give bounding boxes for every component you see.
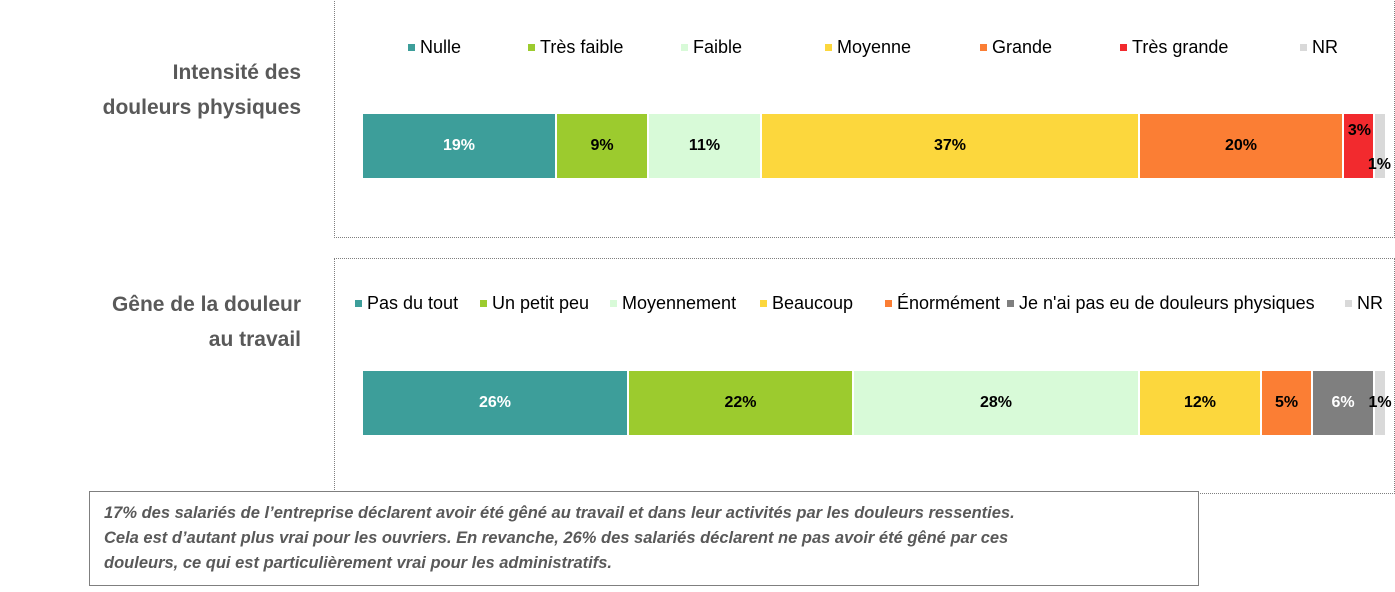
bar-segment: 5%: [1262, 371, 1313, 435]
commentary-box: 17% des salariés de l’entreprise déclare…: [89, 491, 1199, 586]
bar-segment: 20%: [1140, 114, 1344, 178]
legend-swatch-icon: [825, 44, 832, 51]
legend-swatch-icon: [528, 44, 535, 51]
legend-label: Beaucoup: [772, 293, 854, 313]
data-label: 9%: [590, 137, 614, 154]
legend-label: Moyennement: [622, 293, 737, 313]
data-label: 3%: [1347, 122, 1371, 139]
data-label: 12%: [1183, 394, 1217, 411]
commentary-line: Cela est d’autant plus vrai pour les ouv…: [104, 529, 1009, 547]
legend-label: Énormément: [897, 293, 1001, 313]
bar-segment: 1%: [1368, 371, 1392, 435]
legend-label: Pas du tout: [367, 293, 459, 313]
legend-label: Grande: [992, 37, 1053, 57]
chart-panel-gene: Pas du tout Un petit peu Moyennement Beauco…: [334, 258, 1395, 494]
data-label: 37%: [933, 137, 967, 154]
legend-item: Moyennement: [610, 293, 736, 314]
data-label: 20%: [1224, 137, 1258, 154]
legend-swatch-icon: [480, 300, 487, 307]
legend-label: Je n'ai pas eu de douleurs physiques: [1019, 293, 1315, 313]
data-label: 1%: [1367, 156, 1391, 173]
data-label: 28%: [979, 394, 1013, 411]
bar-segment: 9%: [557, 114, 649, 178]
row-label-line: Gêne de la douleur: [111, 293, 301, 316]
bar-segment: 1%: [1368, 114, 1391, 178]
row-label-line: au travail: [208, 328, 301, 351]
legend-swatch-icon: [1345, 300, 1352, 307]
legend-item: Grande: [980, 37, 1052, 58]
bar-segment: 22%: [629, 371, 854, 435]
legend-label: Un petit peu: [492, 293, 590, 313]
data-label: 6%: [1331, 394, 1355, 411]
legend-label: NR: [1357, 293, 1383, 313]
legend-label: Moyenne: [837, 37, 912, 57]
legend-item: NR: [1300, 37, 1338, 58]
stacked-bar-gene: 26% 22% 28% 12% 5% 6% 1%: [363, 371, 1392, 435]
row-label-line: Intensité des: [172, 61, 301, 84]
data-label: 22%: [724, 394, 757, 411]
chart-panel-intensite: Nulle Très faible Faible Moyenne Grande Très …: [334, 0, 1395, 238]
legend-swatch-icon: [681, 44, 688, 51]
legend-swatch-icon: [760, 300, 767, 307]
legend-swatch-icon: [408, 44, 415, 51]
row-label-intensite: Intensité des douleurs physiques: [20, 55, 301, 125]
commentary-line: douleurs, ce qui est particulièrement vr…: [104, 554, 612, 572]
legend-swatch-icon: [1300, 44, 1307, 51]
legend-swatch-icon: [980, 44, 987, 51]
legend-label: Très faible: [540, 37, 624, 57]
bar-segment: 12%: [1140, 371, 1262, 435]
bar-segment: 6%: [1313, 371, 1375, 435]
legend-swatch-icon: [610, 300, 617, 307]
legend-item: Je n'ai pas eu de douleurs physiques: [1007, 293, 1315, 314]
row-label-gene: Gêne de la douleur au travail: [20, 287, 301, 357]
bar-segment: 28%: [854, 371, 1140, 435]
legend-swatch-icon: [1007, 300, 1014, 307]
legend-item: Nulle: [408, 37, 461, 58]
bar-segment: 37%: [762, 114, 1140, 178]
legend-item: Pas du tout: [355, 293, 458, 314]
bar-segment: 19%: [363, 114, 557, 178]
legend-label: NR: [1312, 37, 1338, 57]
legend-swatch-icon: [1120, 44, 1127, 51]
row-label-line: douleurs physiques: [102, 96, 301, 119]
legend-label: Très grande: [1132, 37, 1229, 57]
legend-item: Très faible: [528, 37, 623, 58]
legend-item: Beaucoup: [760, 293, 853, 314]
legend-item: Très grande: [1120, 37, 1228, 58]
data-label: 19%: [442, 137, 476, 154]
legend-gene: Pas du tout Un petit peu Moyennement Beauco…: [335, 293, 1394, 333]
legend-swatch-icon: [885, 300, 892, 307]
legend-item: Moyenne: [825, 37, 911, 58]
legend-item: NR: [1345, 293, 1383, 314]
legend-item: Faible: [681, 37, 742, 58]
legend-intensite: Nulle Très faible Faible Moyenne Grande Très …: [335, 37, 1394, 77]
legend-item: Énormément: [885, 293, 1000, 314]
legend-label: Nulle: [420, 37, 462, 57]
commentary-line: 17% des salariés de l’entreprise déclare…: [104, 504, 1015, 522]
bar-segment: 3%: [1344, 114, 1375, 178]
data-label: 11%: [688, 137, 721, 154]
stacked-bar-intensite: 19% 9% 11% 37% 20% 3% 1%: [363, 114, 1391, 178]
legend-item: Un petit peu: [480, 293, 589, 314]
data-label: 1%: [1368, 394, 1392, 411]
data-label: 5%: [1274, 394, 1299, 411]
bar-segment: 11%: [649, 114, 762, 178]
data-label: 26%: [478, 394, 512, 411]
bar-segment: 26%: [363, 371, 629, 435]
legend-swatch-icon: [355, 300, 362, 307]
legend-label: Faible: [693, 37, 743, 57]
